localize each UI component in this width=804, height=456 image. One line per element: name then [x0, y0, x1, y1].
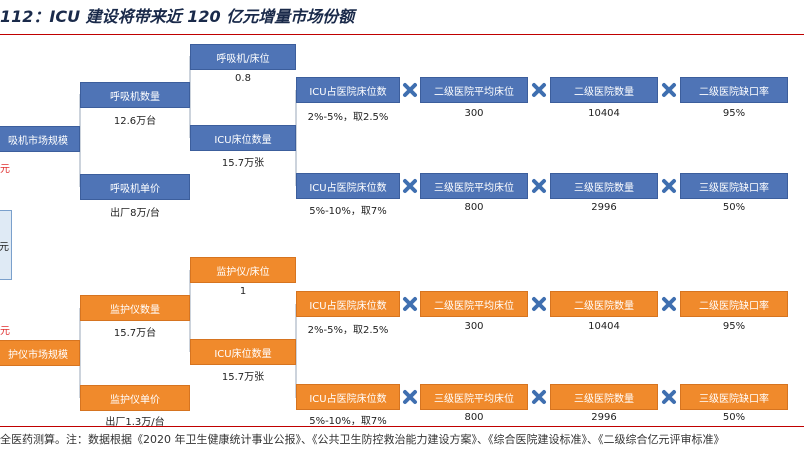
ventilator-count-box: 呼吸机数量 — [80, 82, 190, 108]
m-r1-gap-box: 二级医院缺口率 — [680, 291, 788, 317]
v-r1-gap-box: 二级医院缺口率 — [680, 77, 788, 103]
m-r1-share-box: ICU占医院床位数 — [296, 291, 400, 317]
monitor-market-box: 护仪市场规模 — [0, 340, 80, 366]
m-r1-gap-value: 95% — [722, 321, 746, 332]
ventilator-per-bed-box: 呼吸机/床位 — [190, 44, 296, 70]
multiply-icon — [662, 390, 676, 404]
multiply-icon — [662, 297, 676, 311]
ventilator-icu-beds-box: ICU床位数量 — [190, 125, 296, 151]
m-r2-hospitals-box: 三级医院数量 — [550, 384, 658, 410]
source-note: 全医药测算。注：数据根据《2020 年卫生健康统计事业公报》、《公共卫生防控救治… — [0, 433, 725, 446]
ventilator-price-value: 出厂8万/台 — [110, 208, 160, 219]
v-r2-hospitals-box: 三级医院数量 — [550, 173, 658, 199]
title-divider — [0, 34, 804, 35]
m-r1-share-value: 2%-5%，取2.5% — [307, 325, 389, 336]
m-r1-hospitals-box: 二级医院数量 — [550, 291, 658, 317]
m-r1-avg-beds-box: 二级医院平均床位 — [420, 291, 528, 317]
monitor-per-bed-box: 监护仪/床位 — [190, 257, 296, 283]
v-r1-share-value: 2%-5%，取2.5% — [307, 112, 389, 123]
ventilator-price-box: 呼吸机单价 — [80, 174, 190, 200]
multiply-icon — [532, 83, 546, 97]
ventilator-icu-beds-value: 15.7万张 — [221, 158, 265, 169]
v-r2-hospitals-value: 2996 — [591, 202, 617, 213]
v-r2-share-box: ICU占医院床位数 — [296, 173, 400, 199]
v-r1-avg-beds-box: 二级医院平均床位 — [420, 77, 528, 103]
m-r2-gap-value: 50% — [722, 412, 746, 423]
multiply-icon — [403, 83, 417, 97]
monitor-market-value: 元 — [0, 326, 10, 337]
ventilator-market-value: 元 — [0, 164, 10, 175]
monitor-icu-beds-box: ICU床位数量 — [190, 339, 296, 365]
multiply-icon — [403, 297, 417, 311]
m-r2-avg-beds-value: 800 — [464, 412, 484, 423]
multiply-icon — [662, 179, 676, 193]
m-r1-hospitals-value: 10404 — [588, 321, 620, 332]
v-r2-avg-beds-value: 800 — [464, 202, 484, 213]
v-r2-gap-value: 50% — [722, 202, 746, 213]
multiply-icon — [403, 179, 417, 193]
v-r1-hospitals-value: 10404 — [588, 108, 620, 119]
v-r1-avg-beds-value: 300 — [464, 108, 484, 119]
monitor-count-box: 监护仪数量 — [80, 295, 190, 321]
multiply-icon — [662, 83, 676, 97]
total-market-box: 元 — [0, 210, 12, 280]
m-r2-share-value: 5%-10%，取7% — [309, 416, 387, 427]
monitor-count-value: 15.7万台 — [113, 328, 157, 339]
monitor-per-bed-value: 1 — [239, 286, 247, 297]
footer-divider — [0, 426, 804, 427]
v-r2-share-value: 5%-10%，取7% — [309, 206, 387, 217]
ventilator-per-bed-value: 0.8 — [235, 73, 251, 84]
ventilator-market-box: 吸机市场规模 — [0, 126, 80, 152]
m-r2-share-box: ICU占医院床位数 — [296, 384, 400, 410]
v-r1-share-box: ICU占医院床位数 — [296, 77, 400, 103]
v-r2-gap-box: 三级医院缺口率 — [680, 173, 788, 199]
monitor-icu-beds-value: 15.7万张 — [221, 372, 265, 383]
multiply-icon — [532, 390, 546, 404]
multiply-icon — [532, 297, 546, 311]
monitor-price-value: 出厂1.3万/台 — [105, 417, 165, 428]
v-r1-gap-value: 95% — [722, 108, 746, 119]
m-r2-gap-box: 三级医院缺口率 — [680, 384, 788, 410]
v-r2-avg-beds-box: 三级医院平均床位 — [420, 173, 528, 199]
page-title: 112：ICU 建设将带来近 120 亿元增量市场份额 — [0, 7, 355, 26]
multiply-icon — [403, 390, 417, 404]
monitor-price-box: 监护仪单价 — [80, 385, 190, 411]
m-r2-avg-beds-box: 三级医院平均床位 — [420, 384, 528, 410]
m-r1-avg-beds-value: 300 — [464, 321, 484, 332]
v-r1-hospitals-box: 二级医院数量 — [550, 77, 658, 103]
m-r2-hospitals-value: 2996 — [591, 412, 617, 423]
ventilator-count-value: 12.6万台 — [113, 116, 157, 127]
multiply-icon — [532, 179, 546, 193]
